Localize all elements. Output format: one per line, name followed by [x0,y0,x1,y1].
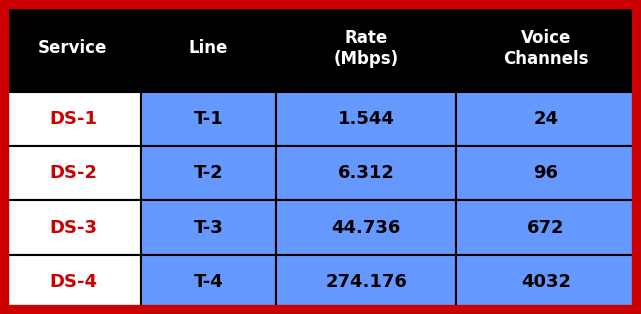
Text: T-4: T-4 [194,273,224,291]
Text: 24: 24 [533,110,558,128]
Bar [141,5,276,91]
Bar [456,91,636,146]
Text: 1.544: 1.544 [338,110,395,128]
Bar [141,91,276,146]
Bar [141,146,276,200]
Bar [276,91,456,146]
Text: DS-4: DS-4 [49,273,97,291]
Bar [456,5,636,91]
Text: 96: 96 [533,164,558,182]
Text: DS-3: DS-3 [49,219,97,237]
Bar [276,5,456,91]
Bar [141,200,276,255]
Text: 44.736: 44.736 [331,219,401,237]
Text: DS-1: DS-1 [49,110,97,128]
Text: Rate
(Mbps): Rate (Mbps) [334,29,399,68]
Bar [5,5,141,91]
Text: Voice
Channels: Voice Channels [503,29,588,68]
Text: 672: 672 [528,219,565,237]
Bar [456,200,636,255]
Text: 4032: 4032 [521,273,571,291]
Bar [276,146,456,200]
Bar [276,255,456,309]
Text: Line: Line [189,39,228,57]
Bar [5,200,141,255]
Bar [276,200,456,255]
Bar [456,255,636,309]
Text: 274.176: 274.176 [325,273,407,291]
Text: 6.312: 6.312 [338,164,395,182]
Text: T-2: T-2 [194,164,224,182]
Text: T-1: T-1 [194,110,224,128]
Text: DS-2: DS-2 [49,164,97,182]
Bar [5,91,141,146]
Text: T-3: T-3 [194,219,224,237]
Bar [456,146,636,200]
Bar [5,255,141,309]
Bar [141,255,276,309]
Text: Service: Service [38,39,108,57]
Bar [5,146,141,200]
